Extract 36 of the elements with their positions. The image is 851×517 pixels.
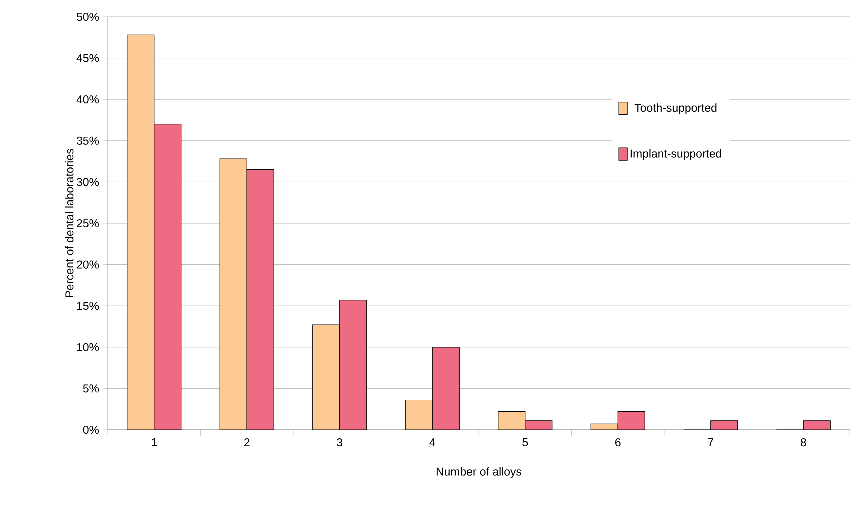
bar [127,34,155,430]
x-tick-label: 2 [244,438,250,447]
bar [432,347,460,430]
bar [498,412,526,430]
bar [618,412,646,430]
x-tick-label: 1 [152,438,158,446]
x-axis-title: Number of alloys [436,467,522,478]
bar [405,400,433,430]
bar [312,324,340,430]
bar [525,420,552,430]
bar [340,300,368,430]
bar [154,124,182,430]
bar [220,158,248,430]
bar [710,420,738,430]
y-tick-label: 10% [77,343,100,352]
y-tick-label: 20% [77,260,100,269]
legend-label: Implant-supported [630,149,722,160]
x-tick-label: 4 [430,438,436,446]
x-tick-label: 3 [337,438,343,447]
x-tick-label: 8 [800,438,806,447]
x-tick-label: 5 [522,438,528,447]
bar [246,170,274,430]
y-tick-label: 40% [76,96,100,104]
y-tick-label: 35% [76,136,100,145]
y-tick-label: 5% [83,384,100,393]
x-tick-label: 6 [616,438,621,447]
y-tick-label: 0% [83,426,100,434]
y-tick-label: 15% [77,302,100,310]
y-tick-label: 25% [77,219,100,228]
x-tick-label: 7 [708,438,714,446]
y-axis-title: Percent of dental laboratories [65,149,74,298]
y-tick-label: 50% [77,12,100,22]
y-tick-label: 45% [76,54,100,62]
y-tick-label: 30% [76,178,100,186]
bar [803,420,831,430]
legend-label: Tooth-supported [634,104,717,114]
